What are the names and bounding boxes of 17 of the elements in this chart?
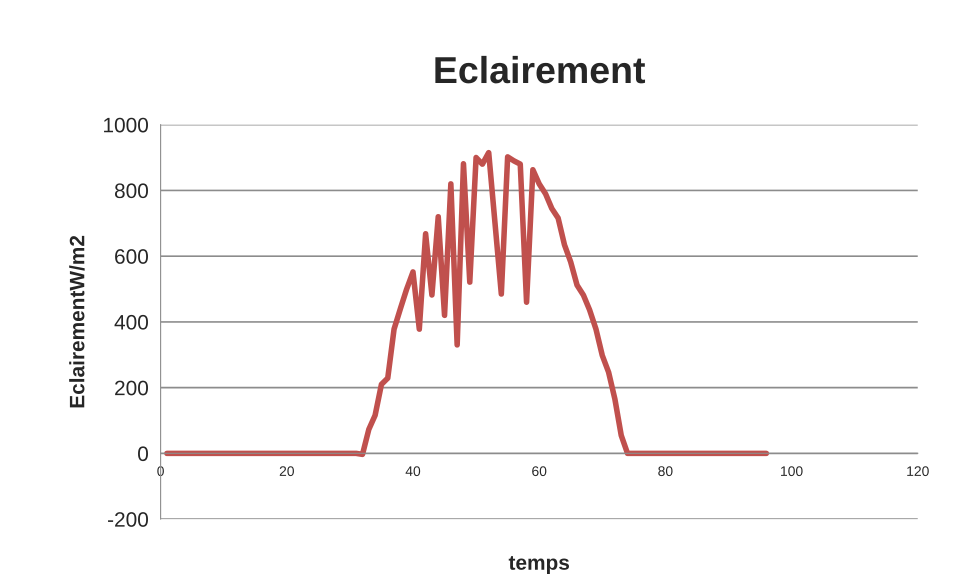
x-tick-label: 60: [532, 466, 546, 476]
x-axis-title: temps: [508, 556, 570, 574]
y-tick-label: 400: [114, 314, 148, 330]
x-tick-label: 120: [907, 466, 929, 476]
x-tick-label: 80: [658, 466, 673, 476]
x-tick-label: 20: [280, 466, 294, 476]
x-tick-label: 40: [406, 466, 420, 476]
y-axis-title: EclairementW/m2: [69, 236, 85, 408]
y-tick-label: 1000: [104, 118, 148, 132]
y-tick-label: 200: [115, 380, 148, 396]
y-tick-label: 600: [115, 249, 148, 264]
x-tick-label: 100: [781, 466, 803, 476]
y-tick-label: -200: [108, 512, 148, 527]
y-tick-label: 0: [138, 446, 148, 462]
chart-title: Eclairement: [435, 56, 646, 84]
x-tick-label: 0: [157, 466, 164, 476]
y-tick-label: 800: [114, 183, 148, 198]
